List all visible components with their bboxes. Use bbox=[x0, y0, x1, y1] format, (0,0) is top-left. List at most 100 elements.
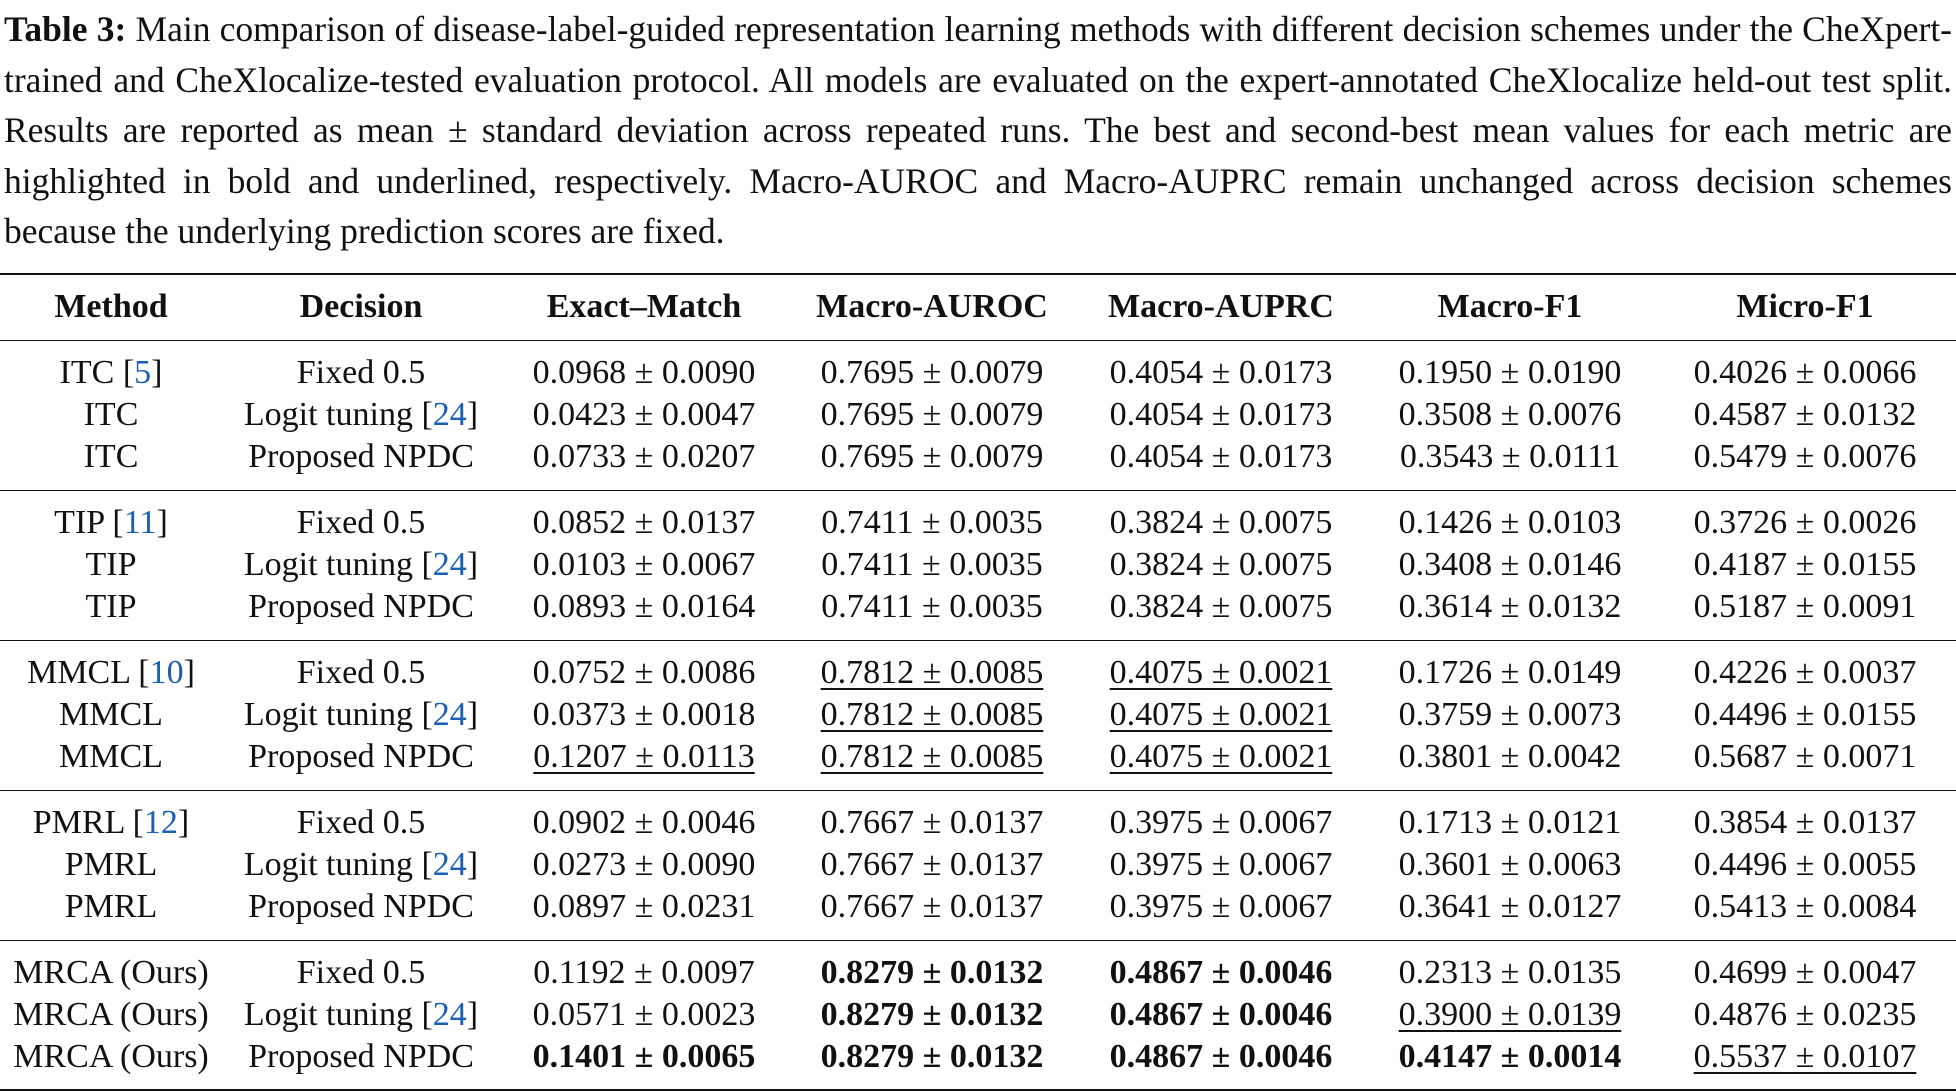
cell-macro-auprc: 0.3975 ± 0.0067 bbox=[1076, 802, 1366, 844]
group-spacer bbox=[0, 490, 1956, 502]
cell-macro-auroc: 0.7812 ± 0.0085 bbox=[788, 694, 1076, 736]
metric-value: 0.8279 ± 0.0132 bbox=[820, 996, 1044, 1033]
group-spacer bbox=[0, 1078, 1956, 1090]
metric-value: 0.7667 ± 0.0137 bbox=[820, 804, 1044, 841]
metric-value: 0.8279 ± 0.0132 bbox=[820, 954, 1044, 991]
method-name: PMRL bbox=[32, 804, 125, 841]
metric-value: 0.4075 ± 0.0021 bbox=[1109, 696, 1333, 733]
metric-value: 0.3900 ± 0.0139 bbox=[1398, 996, 1622, 1033]
citation-link[interactable]: 24 bbox=[432, 546, 467, 583]
group-spacer bbox=[0, 478, 1956, 490]
metric-value: 0.3824 ± 0.0075 bbox=[1109, 546, 1333, 583]
cell-exact-match: 0.0893 ± 0.0164 bbox=[500, 586, 788, 628]
metric-value: 0.3641 ± 0.0127 bbox=[1398, 888, 1622, 925]
metric-value: 0.1207 ± 0.0113 bbox=[533, 738, 755, 775]
cell-macro-f1: 0.3408 ± 0.0146 bbox=[1366, 544, 1654, 586]
cell-macro-auprc: 0.4867 ± 0.0046 bbox=[1076, 952, 1366, 994]
citation-link[interactable]: 24 bbox=[432, 696, 467, 733]
table-header: Method Decision Exact–Match Macro-AUROC … bbox=[0, 274, 1956, 340]
table-row: TIP [11] Fixed 0.5 0.0852 ± 0.0137 0.7411 ±… bbox=[0, 502, 1956, 544]
cell-micro-f1: 0.5187 ± 0.0091 bbox=[1654, 586, 1956, 628]
metric-value: 0.7812 ± 0.0085 bbox=[820, 738, 1044, 775]
method-name: MRCA (Ours) bbox=[13, 1038, 209, 1075]
method-name: ITC bbox=[83, 438, 139, 475]
table-row: MMCL Logit tuning [24] 0.0373 ± 0.0018 0.78… bbox=[0, 694, 1956, 736]
method-name: ITC bbox=[83, 396, 139, 433]
metric-value: 0.0752 ± 0.0086 bbox=[532, 654, 756, 691]
cell-micro-f1: 0.4496 ± 0.0155 bbox=[1654, 694, 1956, 736]
cell-method: TIP bbox=[0, 586, 222, 628]
cell-micro-f1: 0.5537 ± 0.0107 bbox=[1654, 1036, 1956, 1078]
metric-value: 0.1726 ± 0.0149 bbox=[1398, 654, 1622, 691]
metric-value: 0.4867 ± 0.0046 bbox=[1109, 1038, 1333, 1075]
citation-link[interactable]: 24 bbox=[432, 846, 467, 883]
metric-value: 0.3975 ± 0.0067 bbox=[1109, 804, 1333, 841]
method-group: TIP [11] Fixed 0.5 0.0852 ± 0.0137 0.7411 ±… bbox=[0, 490, 1956, 640]
metric-value: 0.0852 ± 0.0137 bbox=[532, 504, 756, 541]
header-macro-auprc: Macro-AUPRC bbox=[1108, 288, 1334, 326]
metric-value: 0.3614 ± 0.0132 bbox=[1398, 588, 1622, 625]
citation-link[interactable]: 24 bbox=[432, 396, 467, 433]
cell-exact-match: 0.0423 ± 0.0047 bbox=[500, 394, 788, 436]
table-row: PMRL Proposed NPDC 0.0897 ± 0.0231 0.7667 ±… bbox=[0, 886, 1956, 928]
cell-method: MRCA (Ours) bbox=[0, 1036, 222, 1078]
method-name: TIP bbox=[54, 504, 104, 541]
cell-method: MMCL bbox=[0, 694, 222, 736]
cell-decision: Proposed NPDC bbox=[222, 1036, 500, 1078]
table-row: TIP Logit tuning [24] 0.0103 ± 0.0067 0.741… bbox=[0, 544, 1956, 586]
metric-value: 0.7667 ± 0.0137 bbox=[820, 846, 1044, 883]
metric-value: 0.4054 ± 0.0173 bbox=[1109, 396, 1333, 433]
cell-decision: Proposed NPDC bbox=[222, 886, 500, 928]
cell-exact-match: 0.0902 ± 0.0046 bbox=[500, 802, 788, 844]
metric-value: 0.4226 ± 0.0037 bbox=[1693, 654, 1917, 691]
metric-value: 0.5479 ± 0.0076 bbox=[1693, 438, 1917, 475]
cell-exact-match: 0.1207 ± 0.0113 bbox=[500, 736, 788, 778]
method-name: ITC bbox=[59, 354, 115, 391]
cell-macro-f1: 0.1726 ± 0.0149 bbox=[1366, 652, 1654, 694]
metric-value: 0.4587 ± 0.0132 bbox=[1693, 396, 1917, 433]
metric-value: 0.4867 ± 0.0046 bbox=[1109, 954, 1333, 991]
decision-name: Fixed 0.5 bbox=[296, 654, 426, 691]
metric-value: 0.0103 ± 0.0067 bbox=[532, 546, 756, 583]
caption-label: Table 3: bbox=[4, 9, 127, 49]
decision-name: Logit tuning bbox=[243, 696, 413, 733]
metric-value: 0.5187 ± 0.0091 bbox=[1693, 588, 1917, 625]
results-table: Method Decision Exact–Match Macro-AUROC … bbox=[0, 273, 1956, 1091]
cell-decision: Fixed 0.5 bbox=[222, 802, 500, 844]
metric-value: 0.7411 ± 0.0035 bbox=[821, 504, 1043, 541]
cell-micro-f1: 0.4587 ± 0.0132 bbox=[1654, 394, 1956, 436]
cell-macro-auroc: 0.7411 ± 0.0035 bbox=[788, 544, 1076, 586]
decision-name: Logit tuning bbox=[243, 546, 413, 583]
metric-value: 0.1713 ± 0.0121 bbox=[1398, 804, 1622, 841]
decision-name: Fixed 0.5 bbox=[296, 504, 426, 541]
header-row: Method Decision Exact–Match Macro-AUROC … bbox=[0, 274, 1956, 340]
citation-link[interactable]: 12 bbox=[143, 804, 178, 841]
metric-value: 0.0273 ± 0.0090 bbox=[532, 846, 756, 883]
cell-decision: Logit tuning [24] bbox=[243, 696, 479, 733]
metric-value: 0.5687 ± 0.0071 bbox=[1693, 738, 1917, 775]
citation-link[interactable]: 10 bbox=[149, 654, 184, 691]
cell-macro-f1: 0.3641 ± 0.0127 bbox=[1366, 886, 1654, 928]
cell-exact-match: 0.0273 ± 0.0090 bbox=[500, 844, 788, 886]
cell-micro-f1: 0.4187 ± 0.0155 bbox=[1654, 544, 1956, 586]
method-group: MMCL [10] Fixed 0.5 0.0752 ± 0.0086 0.7812 … bbox=[0, 640, 1956, 790]
citation-link[interactable]: 5 bbox=[134, 354, 152, 391]
metric-value: 0.7411 ± 0.0035 bbox=[821, 546, 1043, 583]
cell-micro-f1: 0.5479 ± 0.0076 bbox=[1654, 436, 1956, 478]
citation-link[interactable]: 11 bbox=[123, 504, 157, 541]
group-spacer bbox=[0, 940, 1956, 952]
cell-micro-f1: 0.3726 ± 0.0026 bbox=[1654, 502, 1956, 544]
metric-value: 0.7695 ± 0.0079 bbox=[820, 354, 1044, 391]
decision-name: Proposed NPDC bbox=[248, 738, 474, 775]
table-row: MMCL Proposed NPDC 0.1207 ± 0.0113 0.7812 ±… bbox=[0, 736, 1956, 778]
cell-macro-auroc: 0.7695 ± 0.0079 bbox=[788, 394, 1076, 436]
cell-decision: Fixed 0.5 bbox=[222, 352, 500, 394]
group-spacer bbox=[0, 628, 1956, 640]
cell-exact-match: 0.0733 ± 0.0207 bbox=[500, 436, 788, 478]
header-micro-f1: Micro-F1 bbox=[1736, 288, 1874, 326]
metric-value: 0.1192 ± 0.0097 bbox=[533, 954, 755, 991]
cell-decision: Logit tuning [24] bbox=[243, 396, 479, 433]
citation-link[interactable]: 24 bbox=[432, 996, 467, 1033]
decision-name: Proposed NPDC bbox=[248, 438, 474, 475]
cell-macro-auroc: 0.7695 ± 0.0079 bbox=[788, 436, 1076, 478]
